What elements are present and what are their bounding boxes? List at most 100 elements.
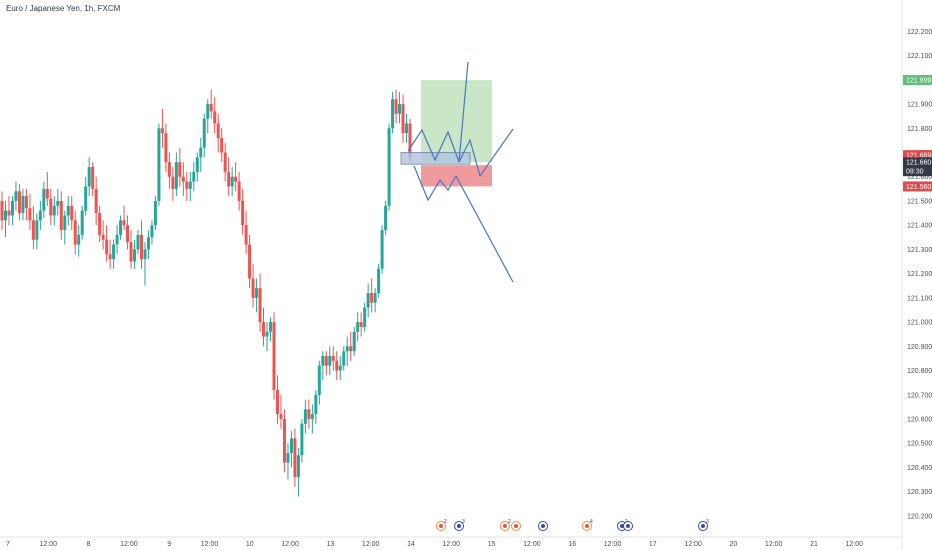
candle-down	[129, 242, 133, 262]
candle-down	[49, 198, 53, 216]
time-tick-label: 13	[327, 541, 335, 548]
price-tick-label: 121.200	[907, 271, 932, 278]
candle-down	[349, 346, 353, 352]
time-tick-label: 12:00	[443, 541, 461, 548]
time-tick-label: 12:00	[846, 541, 864, 548]
last-price-tag-text: 121.660	[906, 160, 931, 167]
target-price-tag	[903, 75, 932, 86]
candle-up	[143, 249, 147, 260]
candle-down	[98, 213, 102, 235]
candle-up	[303, 409, 307, 424]
candle-up	[10, 200, 14, 216]
candle-up	[328, 356, 332, 366]
candle-down	[31, 220, 35, 240]
price-tick-label: 122.200	[907, 29, 932, 36]
candle-up	[380, 230, 384, 269]
projection-line-alt[interactable]	[458, 128, 514, 178]
candle-down	[91, 167, 95, 189]
candle-down	[262, 322, 266, 337]
projection-line-up[interactable]	[407, 61, 469, 163]
candle-down	[279, 414, 283, 419]
target-zone[interactable]	[421, 80, 492, 163]
candle-up	[66, 205, 70, 216]
projection-line-down[interactable]	[413, 165, 514, 283]
price-tick-label: 121.600	[907, 174, 932, 181]
candle-down	[139, 234, 143, 260]
candle-up	[133, 249, 137, 262]
candle-up	[153, 200, 157, 226]
candle-up	[310, 414, 314, 419]
candle-up	[80, 210, 84, 235]
candle-down	[126, 225, 130, 243]
candle-up	[150, 225, 154, 238]
price-tick-label: 120.300	[907, 489, 932, 496]
candle-up	[345, 346, 349, 352]
candle-up	[265, 331, 269, 337]
event-count: 2	[508, 519, 511, 525]
candle-down	[167, 162, 171, 177]
candle-down	[178, 162, 182, 177]
candle-up	[146, 237, 150, 250]
stop-price-tag-text: 121.560	[906, 184, 931, 191]
candle-up	[398, 104, 402, 114]
candle-up	[87, 167, 91, 187]
time-tick-label: 16	[568, 541, 576, 548]
candle-up	[405, 123, 409, 134]
candle-up	[199, 147, 203, 158]
candle-down	[24, 196, 28, 209]
candle-up	[356, 322, 360, 332]
time-tick-label: 9	[167, 541, 171, 548]
candle-up	[157, 128, 161, 201]
time-tick-label: 12:00	[765, 541, 783, 548]
price-tick-label: 120.200	[907, 513, 932, 520]
candle-up	[269, 322, 273, 332]
candle-up	[289, 438, 293, 453]
candle-down	[220, 137, 224, 153]
event-dot	[503, 524, 507, 528]
candle-down	[28, 208, 32, 221]
candle-up	[314, 394, 318, 415]
price-tick-label: 120.600	[907, 416, 932, 423]
candle-up	[255, 288, 259, 298]
time-tick-label: 12:00	[684, 541, 702, 548]
candle-up	[56, 200, 60, 206]
candle-down	[394, 99, 398, 114]
price-tick-label: 120.800	[907, 368, 932, 375]
candle-down	[307, 409, 311, 419]
candle-up	[188, 181, 192, 189]
candle-up	[387, 128, 391, 206]
candle-up	[296, 455, 300, 478]
time-tick-label: 12:00	[523, 541, 541, 548]
candle-up	[230, 176, 234, 187]
candle-down	[272, 322, 276, 390]
candle-down	[216, 123, 220, 138]
candle-up	[317, 365, 321, 395]
candle-up	[192, 171, 196, 182]
candle-down	[331, 356, 335, 361]
candle-up	[206, 104, 210, 119]
candle-up	[136, 234, 140, 250]
candle-up	[342, 351, 346, 366]
price-tick-label: 121.400	[907, 223, 932, 230]
price-tick-label: 121.900	[907, 102, 932, 109]
candle-down	[408, 123, 412, 158]
time-tick-label: 15	[488, 541, 496, 548]
candle-down	[251, 278, 255, 298]
candle-down	[275, 389, 279, 415]
candle-down	[73, 220, 77, 245]
candle-down	[171, 176, 175, 189]
time-tick-label: 12:00	[281, 541, 299, 548]
time-tick-label: 8	[87, 541, 91, 548]
time-tick-label: 12:00	[120, 541, 138, 548]
candle-up	[84, 186, 88, 211]
price-tick-label: 121.500	[907, 198, 932, 205]
candle-up	[352, 331, 356, 352]
price-tick-label: 120.700	[907, 392, 932, 399]
event-count: 2	[444, 519, 447, 525]
candle-up	[195, 157, 199, 172]
price-tick-label: 121.800	[907, 126, 932, 133]
candle-down	[241, 200, 245, 226]
candle-down	[101, 234, 105, 240]
candle-up	[119, 220, 123, 235]
